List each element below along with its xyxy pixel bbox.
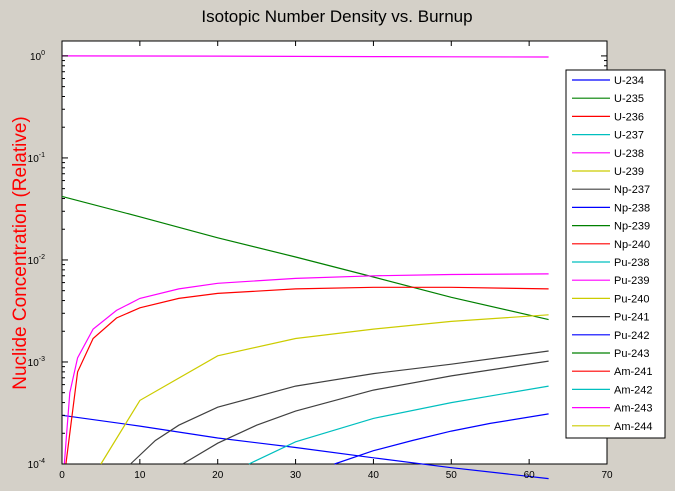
- legend-label: Np-240: [614, 239, 650, 251]
- series-line-np-237: [130, 350, 549, 465]
- legend-label: Pu-242: [614, 330, 649, 342]
- x-tick-label: 30: [290, 470, 302, 481]
- legend-label: Np-238: [614, 202, 650, 214]
- legend-label: Np-237: [614, 184, 650, 196]
- legend-label: U-236: [614, 111, 644, 123]
- x-tick-label: 60: [524, 470, 536, 481]
- series-line-u-236: [65, 286, 549, 465]
- legend-label: Np-239: [614, 221, 650, 233]
- x-tick-label: 70: [601, 470, 613, 481]
- legend-label: U-239: [614, 166, 644, 178]
- legend-label: U-235: [614, 93, 644, 105]
- series-line-np-238: [334, 413, 549, 465]
- legend-label: Am-244: [614, 421, 653, 433]
- series-line-pu-239: [63, 273, 549, 465]
- series-layer: [61, 55, 549, 480]
- series-line-u-237: [248, 385, 549, 465]
- legend-label: Am-241: [614, 366, 653, 378]
- x-tick-label: 40: [368, 470, 380, 481]
- chart-title: Isotopic Number Density vs. Burnup: [201, 7, 472, 26]
- x-tick-label: 10: [134, 470, 146, 481]
- y-tick-label: 100: [30, 50, 45, 63]
- x-tick-label: 50: [446, 470, 458, 481]
- series-line-u-239: [100, 314, 549, 465]
- legend-label: Pu-239: [614, 275, 649, 287]
- legend-label: U-234: [614, 75, 644, 87]
- y-tick-label: 10-4: [28, 458, 45, 471]
- y-tick-label: 10-3: [28, 356, 45, 369]
- legend-label: Pu-243: [614, 348, 649, 360]
- x-tick-label: 20: [212, 470, 224, 481]
- series-line-u-234: [61, 414, 549, 480]
- legend-label: Pu-241: [614, 312, 649, 324]
- legend-label: U-238: [614, 148, 644, 160]
- legend: U-234 U-235 U-236 U-237 U-238 U-239 Np-237 Np-2…: [565, 69, 666, 439]
- x-tick-label: 0: [59, 470, 65, 481]
- y-tick-label: 10-1: [28, 152, 45, 165]
- legend-label: Pu-240: [614, 293, 649, 305]
- y-tick-label: 10-2: [28, 254, 45, 267]
- series-line-u-238: [61, 55, 549, 58]
- legend-label: Pu-238: [614, 257, 649, 269]
- legend-label: Am-242: [614, 384, 653, 396]
- legend-label: Am-243: [614, 403, 653, 415]
- legend-label: U-237: [614, 130, 644, 142]
- y-axis-label: Nuclide Concentration (Relative): [10, 116, 31, 390]
- legend-box: [565, 69, 666, 439]
- series-line-pu-241: [182, 360, 549, 465]
- series-line-u-235: [61, 195, 549, 321]
